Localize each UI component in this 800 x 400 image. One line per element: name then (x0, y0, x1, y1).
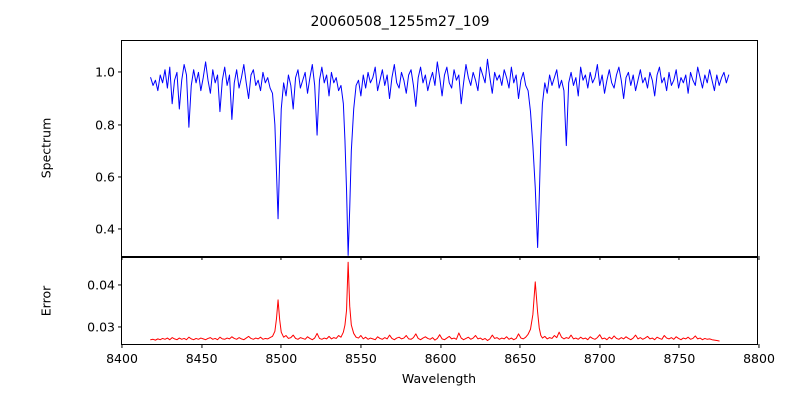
spectrum-x-tick-mark (599, 256, 601, 260)
x-tick-mark (678, 344, 680, 348)
error-y-tick-mark (118, 284, 122, 286)
x-tick-mark (519, 344, 521, 348)
x-tick-label: 8550 (344, 351, 377, 366)
x-tick-mark (360, 344, 362, 348)
x-tick-label: 8500 (265, 351, 298, 366)
spectrum-y-tick-mark (118, 71, 122, 73)
spectrum-x-tick-mark (280, 256, 282, 260)
spectrum-x-tick-mark (519, 256, 521, 260)
spectrum-line-plot (150, 58, 730, 256)
error-y-tick-mark (118, 326, 122, 328)
spectrum-y-tick-mark (118, 124, 122, 126)
x-tick-mark (280, 344, 282, 348)
spectrum-y-tick-label: 0.4 (95, 221, 115, 237)
spectrum-y-tick-mark (118, 176, 122, 178)
error-panel: 0.03 0.04 8400 8450 8500 8550 8600 8650 8700 875… (87, 257, 775, 366)
page-title: 20060508_1255m27_109 (310, 14, 490, 30)
spectrum-panel: 0.4 0.6 0.8 1.0 (95, 40, 760, 260)
x-tick-mark (439, 344, 442, 348)
spectrum-y-axis-label: Spectrum (38, 117, 54, 179)
spectrum-y-tick-label: 1.0 (95, 64, 115, 80)
spectrum-y-tick-label: 0.6 (95, 169, 115, 185)
spectrum-x-tick-mark (121, 256, 123, 260)
spectrum-trace (150, 58, 730, 256)
x-tick-mark (121, 344, 123, 348)
x-tick-mark (201, 344, 203, 348)
x-tick-mark (599, 344, 601, 348)
x-tick-label: 8700 (583, 351, 616, 366)
x-tick-label: 8600 (424, 351, 457, 366)
x-tick-label: 8450 (185, 351, 218, 366)
error-y-tick-label: 0.04 (87, 277, 115, 293)
spectrum-y-tick-label: 0.8 (95, 117, 115, 133)
error-y-axis-label: Error (38, 285, 54, 317)
spectrum-x-tick-mark (201, 256, 203, 260)
spectrum-x-tick-mark (758, 256, 760, 260)
spectrum-x-tick-mark (678, 256, 680, 260)
x-tick-label: 8750 (663, 351, 696, 366)
spectrum-y-tick-mark (118, 228, 122, 230)
spectrum-x-tick-mark (360, 256, 362, 260)
x-tick-label: 8400 (106, 351, 138, 366)
x-tick-label: 8650 (504, 351, 537, 366)
error-y-tick-label: 0.03 (87, 319, 115, 335)
error-trace (150, 261, 720, 342)
x-tick-mark (758, 344, 760, 348)
x-tick-label: 8800 (743, 351, 775, 366)
spectrum-x-tick-mark (439, 256, 442, 260)
x-axis-label: Wavelength (401, 371, 477, 386)
error-line-plot (150, 261, 720, 342)
